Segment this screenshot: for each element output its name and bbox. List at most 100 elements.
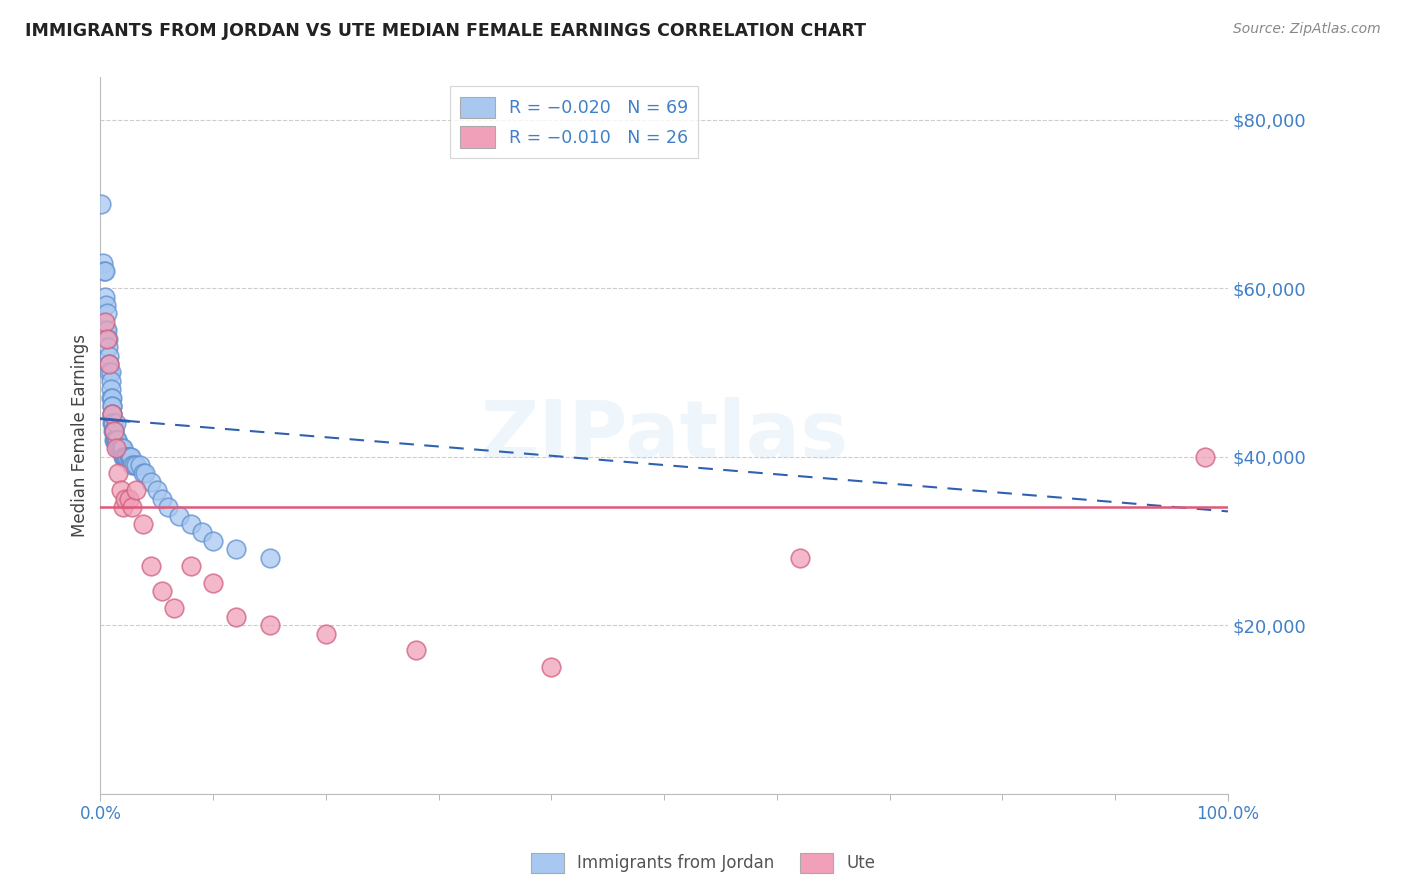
Point <box>104 433 127 447</box>
Point <box>111 441 134 455</box>
Point <box>98 349 121 363</box>
Point <box>98 357 121 371</box>
Point <box>100 374 122 388</box>
Point <box>112 450 135 464</box>
Point <box>100 391 122 405</box>
Point <box>121 458 143 472</box>
Point <box>120 450 142 464</box>
Point <box>122 458 145 472</box>
Point <box>139 475 162 489</box>
Point <box>125 458 148 472</box>
Text: IMMIGRANTS FROM JORDAN VS UTE MEDIAN FEMALE EARNINGS CORRELATION CHART: IMMIGRANTS FROM JORDAN VS UTE MEDIAN FEM… <box>25 22 866 40</box>
Point <box>180 516 202 531</box>
Text: ZIPatlas: ZIPatlas <box>479 397 848 475</box>
Point <box>156 500 179 515</box>
Point <box>100 391 122 405</box>
Point <box>101 416 124 430</box>
Point <box>191 525 214 540</box>
Point <box>111 450 134 464</box>
Point <box>108 441 131 455</box>
Point <box>97 332 120 346</box>
Point <box>259 618 281 632</box>
Point <box>96 332 118 346</box>
Point <box>100 399 122 413</box>
Point <box>100 399 122 413</box>
Point <box>117 450 139 464</box>
Point <box>139 559 162 574</box>
Text: Source: ZipAtlas.com: Source: ZipAtlas.com <box>1233 22 1381 37</box>
Point <box>104 433 127 447</box>
Point <box>98 357 121 371</box>
Point <box>97 340 120 354</box>
Point <box>100 416 122 430</box>
Point <box>101 425 124 439</box>
Point <box>100 408 122 422</box>
Point <box>100 365 122 379</box>
Point <box>150 584 173 599</box>
Point <box>105 416 128 430</box>
Point <box>114 450 136 464</box>
Point <box>540 660 562 674</box>
Point <box>225 542 247 557</box>
Point <box>110 441 132 455</box>
Legend: Immigrants from Jordan, Ute: Immigrants from Jordan, Ute <box>524 847 882 880</box>
Point <box>100 408 122 422</box>
Point <box>96 306 118 320</box>
Point <box>107 441 129 455</box>
Point <box>110 441 132 455</box>
Point <box>96 323 118 337</box>
Point <box>94 298 117 312</box>
Point <box>98 365 121 379</box>
Point <box>105 433 128 447</box>
Point <box>1194 450 1216 464</box>
Point <box>94 289 117 303</box>
Point <box>93 264 115 278</box>
Point <box>315 626 337 640</box>
Point <box>107 441 129 455</box>
Point <box>103 425 125 439</box>
Point <box>110 483 132 498</box>
Point <box>169 508 191 523</box>
Point <box>134 467 156 481</box>
Point <box>405 643 427 657</box>
Point <box>103 433 125 447</box>
Point <box>94 315 117 329</box>
Point <box>114 450 136 464</box>
Point <box>117 450 139 464</box>
Point <box>202 533 225 548</box>
Point <box>94 264 117 278</box>
Point <box>225 609 247 624</box>
Point <box>105 433 128 447</box>
Point <box>100 382 122 396</box>
Legend: R = −0.020   N = 69, R = −0.010   N = 26: R = −0.020 N = 69, R = −0.010 N = 26 <box>450 87 699 158</box>
Point <box>105 441 128 455</box>
Point <box>128 458 150 472</box>
Point <box>111 500 134 515</box>
Point <box>104 433 127 447</box>
Point <box>180 559 202 574</box>
Y-axis label: Median Female Earnings: Median Female Earnings <box>72 334 89 537</box>
Point <box>101 416 124 430</box>
Point <box>103 425 125 439</box>
Point <box>202 576 225 591</box>
Point <box>132 516 155 531</box>
Point <box>103 425 125 439</box>
Point <box>107 467 129 481</box>
Point <box>111 441 134 455</box>
Point <box>150 491 173 506</box>
Point <box>100 408 122 422</box>
Point <box>90 197 112 211</box>
Point <box>118 450 141 464</box>
Point <box>91 256 114 270</box>
Point <box>115 450 138 464</box>
Point <box>789 550 811 565</box>
Point <box>121 500 143 515</box>
Point <box>94 323 117 337</box>
Point <box>114 491 136 506</box>
Point <box>132 467 155 481</box>
Point <box>125 483 148 498</box>
Point <box>105 433 128 447</box>
Point <box>259 550 281 565</box>
Point <box>163 601 186 615</box>
Point <box>145 483 167 498</box>
